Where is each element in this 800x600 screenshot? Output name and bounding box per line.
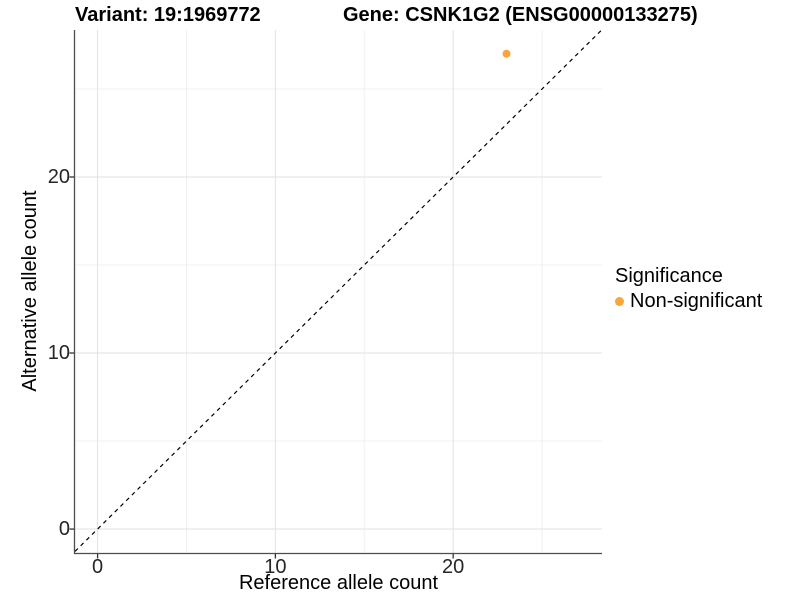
plot-title-gene: Gene: CSNK1G2 (ENSG00000133275) — [343, 4, 698, 26]
legend: Significance Non-significant — [615, 264, 800, 314]
x-axis-title: Reference allele count — [238, 572, 438, 594]
x-tick-label: 0 — [92, 556, 104, 578]
legend-point-icon — [615, 297, 624, 306]
legend-item: Non-significant — [615, 289, 800, 314]
x-tick-label: 20 — [442, 556, 465, 578]
y-tick-label: 10 — [47, 342, 70, 365]
legend-items: Non-significant — [615, 289, 800, 314]
y-tick-label: 0 — [58, 518, 70, 541]
identity-line — [74, 29, 603, 552]
y-tick-label: 20 — [47, 165, 70, 188]
legend-item-label: Non-significant — [630, 290, 763, 312]
legend-title: Significance — [615, 265, 723, 287]
plot-title-variant: Variant: 19:1969772 — [75, 4, 261, 26]
y-axis-title: Alternative allele count — [19, 190, 41, 392]
data-point — [502, 49, 511, 58]
x-tick-label: 10 — [264, 556, 287, 578]
